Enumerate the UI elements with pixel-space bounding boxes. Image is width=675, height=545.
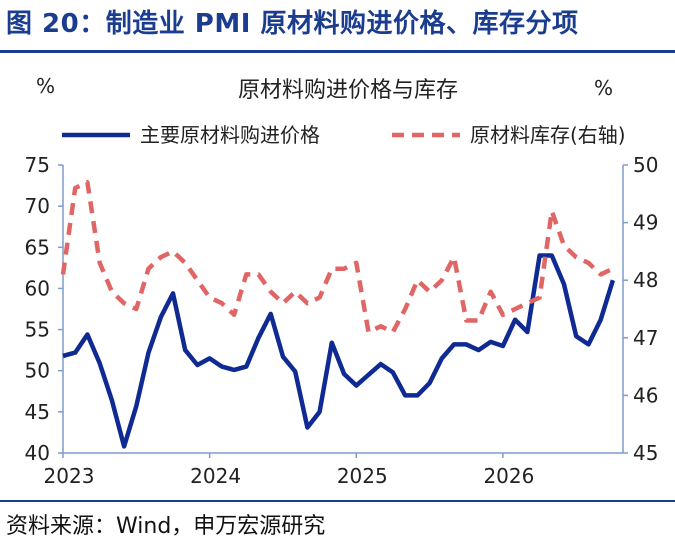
left-tick-label: 45 (25, 400, 50, 424)
chart-title: 原材料购进价格与库存 (238, 78, 458, 103)
right-tick-label: 45 (633, 441, 658, 465)
axes: 40 45 50 55 60 65 70 75 45 46 47 48 49 50 2023 2024 2025… (25, 153, 659, 488)
source-note: 资料来源：Wind，申万宏源研究 (6, 514, 326, 539)
footer-rule (0, 500, 675, 502)
figure-title: 图 20：制造业 PMI 原材料购进价格、库存分项 (6, 9, 579, 39)
x-tick-label: 2025 (337, 464, 388, 488)
left-axis-unit: % (36, 74, 55, 98)
series-line-secondary (60, 180, 614, 335)
line-chart: 原材料购进价格与库存 % % 主要原材料购进价格 原材料库存(右轴) 40 45 5… (25, 74, 659, 488)
right-tick-label: 49 (633, 211, 658, 235)
left-tick-label: 70 (25, 194, 50, 218)
x-tick-label: 2023 (44, 464, 95, 488)
right-tick-label: 47 (633, 326, 658, 350)
legend: 主要原材料购进价格 原材料库存(右轴) (62, 123, 626, 147)
right-axis-unit: % (594, 76, 613, 100)
left-tick-label: 40 (25, 441, 50, 465)
right-tick-label: 48 (633, 268, 658, 292)
left-tick-label: 75 (25, 153, 50, 177)
legend-label-secondary: 原材料库存(右轴) (470, 123, 626, 147)
left-tick-label: 50 (25, 359, 50, 383)
title-rule (0, 50, 675, 53)
left-tick-label: 60 (25, 276, 50, 300)
left-tick-label: 65 (25, 235, 50, 259)
x-tick-label: 2026 (483, 464, 534, 488)
series-line-main (62, 253, 616, 449)
right-tick-label: 46 (633, 383, 658, 407)
legend-label-main: 主要原材料购进价格 (140, 123, 320, 147)
right-tick-label: 50 (633, 153, 658, 177)
series-lines (60, 180, 616, 449)
left-tick-label: 55 (25, 318, 50, 342)
x-tick-label: 2024 (190, 464, 241, 488)
